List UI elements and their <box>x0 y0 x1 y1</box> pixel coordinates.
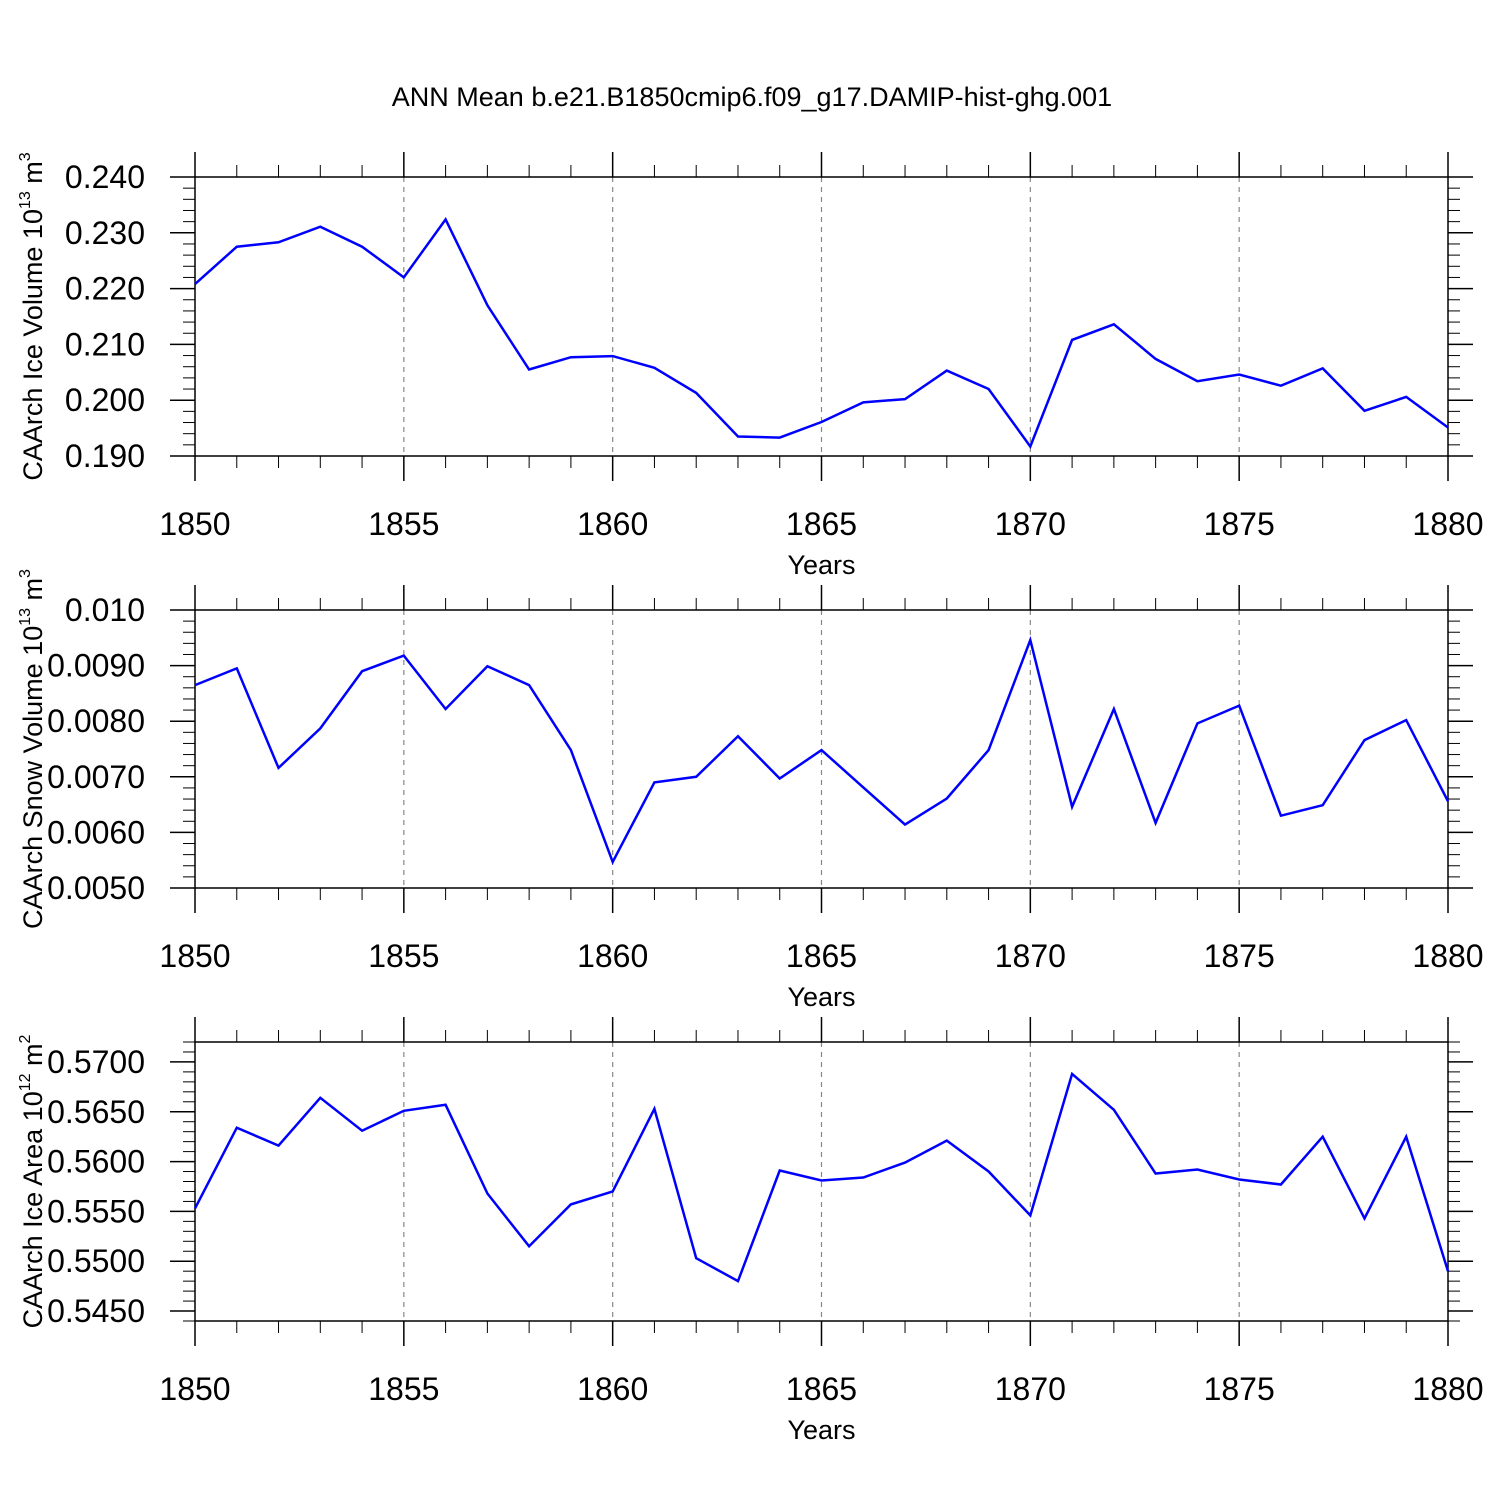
x-tick-label: 1855 <box>368 1371 439 1407</box>
x-tick-label: 1880 <box>1412 938 1483 974</box>
y-tick-label: 0.0060 <box>47 814 145 850</box>
y-tick-label: 0.0050 <box>47 870 145 906</box>
y-axis-title-superscript: 3 <box>17 152 34 161</box>
x-tick-label: 1880 <box>1412 506 1483 542</box>
y-axis-title-part: m <box>18 578 48 608</box>
y-tick-label: 0.220 <box>65 271 145 307</box>
y-tick-label: 0.210 <box>65 326 145 362</box>
x-tick-label: 1855 <box>368 938 439 974</box>
x-tick-label: 1875 <box>1204 506 1275 542</box>
y-axis-title-part: CAArch Ice Volume 10 <box>18 209 48 481</box>
y-axis-title-superscript: 13 <box>17 191 34 209</box>
y-axis-title-superscript: 2 <box>17 1034 34 1043</box>
y-tick-label: 0.5700 <box>47 1044 145 1080</box>
panel-1: 0.190 0.200 0.210 0.220 0.230 0.240 1850 1855 18… <box>17 152 1484 580</box>
x-tick-label: 1860 <box>577 506 648 542</box>
y-axis-title-superscript: 12 <box>17 1073 34 1091</box>
y-tick-label: 0.0070 <box>47 759 145 795</box>
y-tick-label: 0.200 <box>65 382 145 418</box>
x-tick-label: 1850 <box>159 938 230 974</box>
x-tick-label: 1860 <box>577 1371 648 1407</box>
y-tick-label: 0.5500 <box>47 1243 145 1279</box>
series-line <box>194 216 1449 450</box>
y-axis-title-superscript: 13 <box>17 608 34 626</box>
x-tick-label: 1865 <box>786 938 857 974</box>
x-tick-label: 1875 <box>1204 1371 1275 1407</box>
y-axis-title: CAArch Ice Volume 1013 m3 <box>17 152 48 480</box>
x-tick-label: 1850 <box>159 506 230 542</box>
x-tick-label: 1880 <box>1412 1371 1483 1407</box>
x-tick-label: 1865 <box>786 1371 857 1407</box>
y-tick-label: 0.5550 <box>47 1193 145 1229</box>
x-tick-label: 1870 <box>995 1371 1066 1407</box>
panel-3: 0.5450 0.5500 0.5550 0.5600 0.5650 0.5700 1850… <box>17 1017 1484 1445</box>
y-axis-title-part: CAArch Ice Area 10 <box>18 1091 48 1328</box>
y-axis-title-part: m <box>18 161 48 191</box>
x-axis-title: Years <box>787 550 855 580</box>
y-axis-title-part: CAArch Snow Volume 10 <box>18 626 48 929</box>
y-tick-label: 0.240 <box>65 159 145 195</box>
panels: 0.190 0.200 0.210 0.220 0.230 0.240 1850 1855 18… <box>17 152 1484 1445</box>
y-tick-label: 0.5450 <box>47 1293 145 1329</box>
y-axis-title-part: m <box>18 1043 48 1073</box>
x-tick-label: 1875 <box>1204 938 1275 974</box>
series-line <box>193 1071 1450 1283</box>
series-line <box>194 635 1450 865</box>
y-tick-label: 0.5600 <box>47 1144 145 1180</box>
y-axis-title-superscript: 3 <box>17 569 34 578</box>
x-axis-title: Years <box>787 1415 855 1445</box>
x-tick-label: 1870 <box>995 938 1066 974</box>
x-tick-label: 1865 <box>786 506 857 542</box>
y-tick-label: 0.230 <box>65 215 145 251</box>
y-axis-title: CAArch Snow Volume 1013 m3 <box>17 569 48 929</box>
panel-2: 0.0050 0.0060 0.0070 0.0080 0.0090 0.010 1850 1… <box>17 569 1484 1012</box>
x-tick-label: 1850 <box>159 1371 230 1407</box>
y-tick-label: 0.190 <box>65 438 145 474</box>
x-tick-label: 1860 <box>577 938 648 974</box>
x-tick-label: 1855 <box>368 506 439 542</box>
y-tick-label: 0.5650 <box>47 1094 145 1130</box>
y-tick-label: 0.0080 <box>47 703 145 739</box>
y-tick-label: 0.010 <box>65 592 145 628</box>
y-tick-label: 0.0090 <box>47 648 145 684</box>
x-axis-title: Years <box>787 982 855 1012</box>
x-tick-label: 1870 <box>995 506 1066 542</box>
figure-title: ANN Mean b.e21.B1850cmip6.f09_g17.DAMIP-… <box>392 82 1112 112</box>
y-axis-title: CAArch Ice Area 1012 m2 <box>17 1034 48 1328</box>
